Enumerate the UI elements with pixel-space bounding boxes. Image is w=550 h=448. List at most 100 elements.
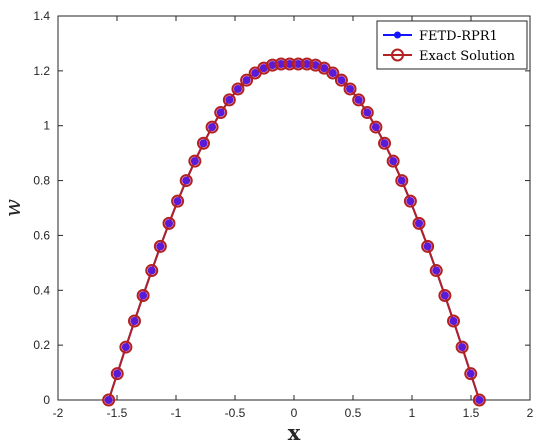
fetd-point xyxy=(139,291,148,300)
exact-point xyxy=(196,136,210,150)
y-tick-label: 0.4 xyxy=(33,283,50,297)
x-tick-label: -1 xyxy=(171,406,182,420)
fetd-point xyxy=(173,197,182,206)
exact-point xyxy=(334,73,348,87)
x-tick-label: 1.5 xyxy=(463,406,480,420)
exact-point xyxy=(222,93,236,107)
exact-point xyxy=(378,136,392,150)
y-tick-label: 1.2 xyxy=(33,64,50,78)
fetd-point xyxy=(164,219,173,228)
exact-point xyxy=(360,106,374,120)
exact-point xyxy=(403,194,417,208)
fetd-point xyxy=(156,242,165,251)
y-tick-label: 1 xyxy=(43,119,50,133)
fetd-point xyxy=(449,317,458,326)
x-tick-label: -2 xyxy=(53,406,64,420)
fetd-point xyxy=(458,343,467,352)
exact-point xyxy=(438,288,452,302)
fetd-point xyxy=(199,139,208,148)
exact-point xyxy=(429,264,443,278)
fetd-point xyxy=(423,242,432,251)
y-tick-label: 0.8 xyxy=(33,174,50,188)
exact-point xyxy=(421,239,435,253)
fetd-point xyxy=(380,139,389,148)
x-tick-label: 2 xyxy=(527,406,534,420)
fetd-point xyxy=(251,69,260,78)
fetd-point xyxy=(397,176,406,185)
exact-point xyxy=(326,66,340,80)
legend-label-exact: Exact Solution xyxy=(419,49,516,64)
x-axis-title: x xyxy=(288,420,301,445)
fetd-point xyxy=(337,76,346,85)
fetd-point xyxy=(363,108,372,117)
fetd-point xyxy=(475,396,484,404)
fetd-point xyxy=(233,84,242,93)
exact-point xyxy=(472,393,486,407)
exact-point xyxy=(386,154,400,168)
fetd-point xyxy=(121,343,130,352)
y-tick-label: 0.6 xyxy=(33,228,50,242)
exact-point xyxy=(102,393,116,407)
fetd-point xyxy=(208,123,217,132)
exact-point xyxy=(110,367,124,381)
y-tick-label: 0 xyxy=(43,393,50,407)
exact-point xyxy=(127,314,141,328)
exact-point xyxy=(205,120,219,134)
fetd-point xyxy=(371,123,380,132)
fetd-point xyxy=(225,95,234,104)
x-tick-label: 0 xyxy=(291,406,298,420)
exact-point xyxy=(188,154,202,168)
fetd-point xyxy=(190,157,199,166)
fetd-point xyxy=(415,219,424,228)
fetd-point xyxy=(104,396,113,404)
exact-point xyxy=(171,194,185,208)
fetd-point xyxy=(440,291,449,300)
exact-point xyxy=(162,216,176,230)
legend-marker-fetd xyxy=(394,31,401,39)
fetd-point xyxy=(147,266,156,275)
exact-point xyxy=(145,264,159,278)
exact-point xyxy=(136,288,150,302)
fetd-point xyxy=(466,369,475,378)
fetd-point xyxy=(346,84,355,93)
exact-point xyxy=(119,340,133,354)
fetd-point xyxy=(328,69,337,78)
exact-point xyxy=(153,239,167,253)
y-tick-label: 0.2 xyxy=(33,338,50,352)
x-axis: -2 -1.5 -1 -0.5 0 0.5 1 1.5 2 xyxy=(53,16,534,420)
x-tick-label: 1 xyxy=(409,406,416,420)
fetd-point xyxy=(242,76,251,85)
legend: FETD-RPR1 Exact Solution xyxy=(376,20,528,70)
legend-marker-exact xyxy=(391,48,404,62)
exact-point xyxy=(455,340,469,354)
x-tick-label: -1.5 xyxy=(107,406,128,420)
legend-box xyxy=(376,20,528,70)
fetd-point xyxy=(354,95,363,104)
y-axis-title: w xyxy=(1,199,25,217)
exact-point xyxy=(179,174,193,188)
y-tick-label: 1.4 xyxy=(33,9,50,23)
y-axis: 0 0.2 0.4 0.6 0.8 1 1.2 1.4 xyxy=(33,9,530,407)
exact-point xyxy=(240,73,254,87)
fetd-point xyxy=(389,157,398,166)
exact-point xyxy=(464,367,478,381)
exact-point xyxy=(343,82,357,96)
fetd-point xyxy=(182,176,191,185)
exact-point xyxy=(231,82,245,96)
fetd-point xyxy=(113,369,122,378)
exact-point xyxy=(447,314,461,328)
fetd-point xyxy=(130,317,139,326)
fetd-point xyxy=(406,197,415,206)
exact-point xyxy=(352,93,366,107)
plot-area xyxy=(57,15,531,401)
exact-point xyxy=(395,174,409,188)
series-layer xyxy=(102,57,486,407)
legend-label-fetd: FETD-RPR1 xyxy=(419,29,498,44)
exact-point xyxy=(214,106,228,120)
exact-point xyxy=(369,120,383,134)
x-tick-label: 0.5 xyxy=(345,406,362,420)
fetd-point xyxy=(432,266,441,275)
fetd-point xyxy=(216,108,225,117)
x-tick-label: -0.5 xyxy=(225,406,246,420)
